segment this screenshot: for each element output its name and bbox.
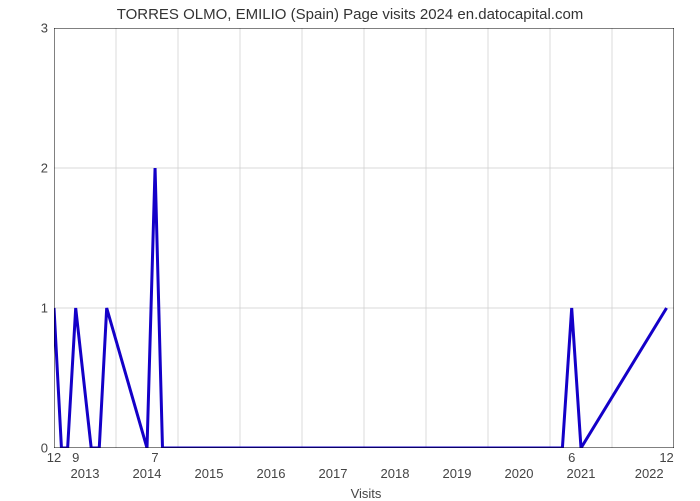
chart-title: TORRES OLMO, EMILIO (Spain) Page visits … — [0, 6, 700, 23]
x-tick-label: 2014 — [133, 466, 162, 481]
x-tick-label: 2016 — [257, 466, 286, 481]
legend-label: Visits — [351, 486, 382, 501]
x-tick-label: 2020 — [505, 466, 534, 481]
y-tick-label: 3 — [18, 21, 48, 36]
y-tick-label: 2 — [18, 161, 48, 176]
x-value-label: 12 — [659, 450, 673, 465]
x-value-label: 9 — [72, 450, 79, 465]
x-tick-label: 2021 — [567, 466, 596, 481]
x-value-label: 6 — [568, 450, 575, 465]
x-tick-label: 2017 — [319, 466, 348, 481]
x-value-label: 12 — [47, 450, 61, 465]
y-tick-label: 0 — [18, 441, 48, 456]
x-value-label: 7 — [151, 450, 158, 465]
x-tick-label: 2015 — [195, 466, 224, 481]
legend: Visits — [319, 486, 382, 501]
plot-area — [54, 28, 674, 448]
x-tick-label: 2018 — [381, 466, 410, 481]
grid-lines — [54, 28, 674, 448]
x-tick-label: 2013 — [71, 466, 100, 481]
y-tick-label: 1 — [18, 301, 48, 316]
x-tick-label: 2022 — [635, 466, 664, 481]
x-tick-label: 2019 — [443, 466, 472, 481]
chart-container: TORRES OLMO, EMILIO (Spain) Page visits … — [0, 0, 700, 500]
